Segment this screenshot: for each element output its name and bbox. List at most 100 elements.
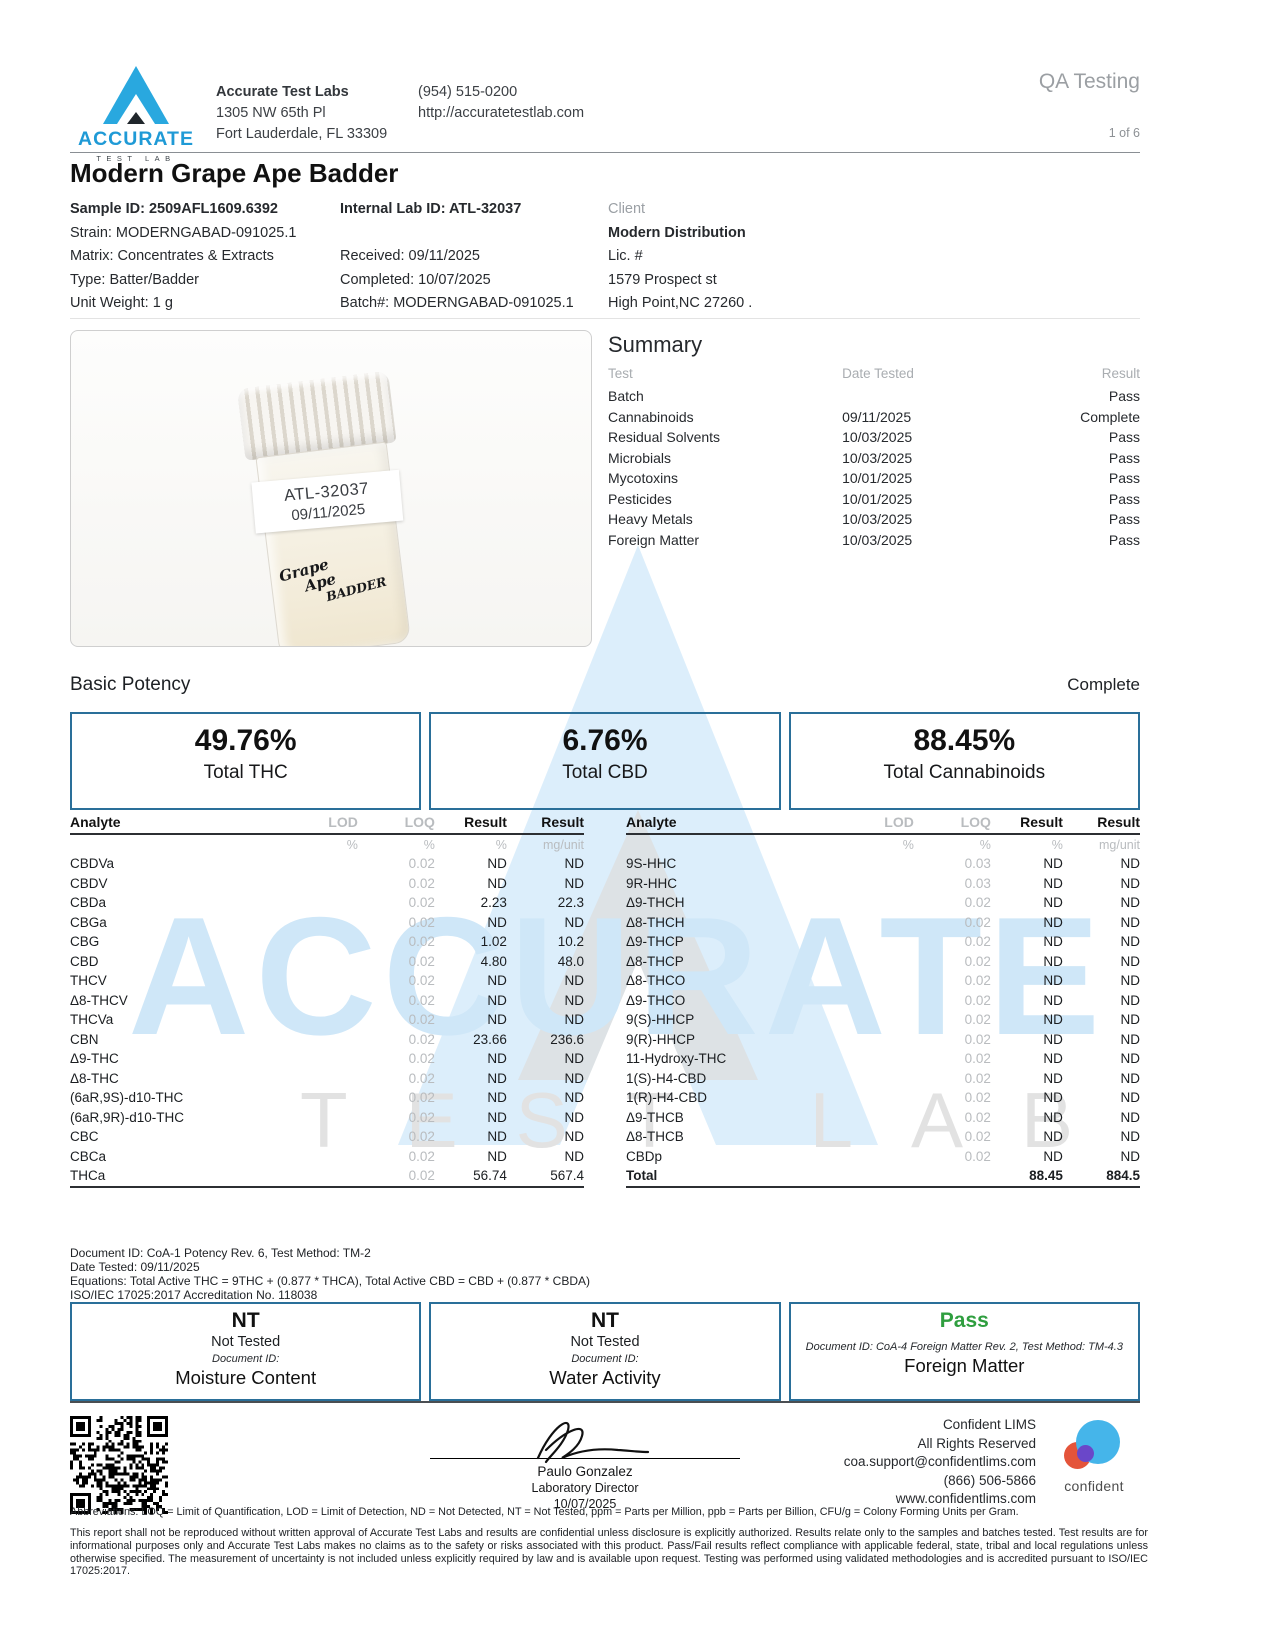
client-address1: 1579 Prospect st: [608, 271, 717, 288]
analyte-cell: ND: [487, 875, 507, 891]
analyte-cell: 0.02: [964, 1148, 991, 1164]
summary-row: Residual Solvents 10/03/2025 Pass: [608, 427, 1140, 448]
analyte-cell: ND: [1043, 992, 1063, 1008]
summary-row: Microbials 10/03/2025 Pass: [608, 448, 1140, 469]
summary-row: Heavy Metals 10/03/2025 Pass: [608, 509, 1140, 530]
col-result-mg: Result: [1062, 814, 1140, 835]
foreign-matter-value: Pass: [939, 1309, 989, 1332]
analyte-cell: CBDa: [70, 895, 107, 910]
analyte-cell: ND: [1120, 973, 1141, 988]
analyte-cell: 1(S)-H4-CBD: [626, 1070, 707, 1086]
analyte-row: 9S-HHC 0.03 ND ND: [626, 854, 1140, 874]
summary-test: Pesticides: [608, 490, 672, 507]
analyte-cell: [270, 913, 357, 933]
analyte-cell: 88.45: [990, 1166, 1063, 1188]
analyte-cell: 0.02: [408, 934, 435, 949]
analyte-cell: [270, 1049, 357, 1069]
analyte-cell: CBDV: [70, 875, 108, 891]
analyte-cell: [826, 1147, 913, 1167]
analyte-row: CBDp 0.02 ND ND: [626, 1147, 1140, 1167]
summary-date: 09/11/2025: [842, 408, 912, 425]
analyte-cell: 0.02: [964, 1109, 991, 1125]
analyte-cell: CBGa: [70, 914, 107, 930]
analyte-row: Δ9-THCB 0.02 ND ND: [626, 1108, 1140, 1128]
analyte-row: CBDV 0.02 ND ND: [70, 874, 584, 894]
sample-received: Received: 09/11/2025: [340, 248, 481, 264]
analyte-cell: 0.02: [964, 1051, 991, 1066]
analyte-cell: 23.66: [473, 1031, 507, 1047]
analyte-cell: Δ9-THCB: [626, 1109, 684, 1125]
analyte-cell: ND: [1120, 1148, 1141, 1164]
lims-email-link[interactable]: coa.support@confidentlims.com: [843, 1454, 1036, 1469]
analyte-cell: [270, 971, 357, 991]
client-info-col: Client Modern Distribution Lic. # 1579 P…: [608, 198, 1140, 316]
summary-test: Heavy Metals: [608, 511, 693, 527]
col-result-pct: Result: [434, 814, 507, 835]
analyte-cell: ND: [564, 914, 585, 930]
summary-title: Summary: [608, 332, 703, 357]
total-cbd-label: Total CBD: [562, 762, 648, 783]
internal-lab-id: Internal Lab ID: ATL-32037: [340, 201, 522, 217]
analyte-cell: [270, 893, 357, 913]
summary-result: Pass: [1108, 470, 1140, 486]
analyte-cell: CBDp: [626, 1148, 663, 1164]
analyte-table-left: Analyte LOD LOQ Result Result % % % mg/u…: [70, 814, 584, 1188]
analyte-cell: ND: [487, 992, 507, 1008]
analyte-cell: ND: [487, 1129, 507, 1144]
confident-logo-icon: [1048, 1420, 1140, 1474]
info-divider: [70, 318, 1140, 319]
water-activity-value: NT: [590, 1309, 619, 1332]
analyte-row: (6aR,9S)-d10-THC 0.02 ND ND: [70, 1088, 584, 1108]
potency-section-status: Complete: [1067, 675, 1140, 694]
analyte-cell: ND: [1043, 953, 1063, 969]
analyte-cell: [826, 1030, 913, 1050]
col-analyte: Analyte: [626, 814, 827, 835]
client-name: Modern Distribution: [608, 224, 746, 241]
analyte-cell: ND: [487, 1090, 507, 1105]
confident-logo-word: confident: [1064, 1478, 1124, 1494]
analyte-cell: ND: [564, 973, 585, 988]
analyte-cell: ND: [487, 1012, 507, 1027]
analyte-cell: ND: [1120, 1090, 1141, 1105]
analyte-cell: ND: [1043, 1070, 1063, 1086]
analyte-cell: 0.02: [408, 1090, 435, 1105]
analyte-cell: 0.03: [964, 875, 991, 891]
signature-icon: [536, 1421, 650, 1464]
analyte-cell: [270, 952, 357, 972]
qa-block: QA Testing 1 of 6: [1039, 70, 1140, 140]
analyte-cell: 0.02: [408, 875, 435, 891]
lims-website-link[interactable]: www.confidentlims.com: [895, 1491, 1036, 1506]
total-thc-value: 49.76%: [194, 724, 297, 757]
analyte-cell: 0.02: [964, 992, 991, 1008]
analyte-cell: Δ9-THC: [70, 1051, 119, 1066]
analyte-cell: ND: [1120, 875, 1141, 891]
analyte-row: 9R-HHC 0.03 ND ND: [626, 874, 1140, 894]
analyte-cell: ND: [1120, 1129, 1141, 1144]
analyte-cell: ND: [1043, 1129, 1063, 1144]
lab-website-link[interactable]: http://accuratetestlab.com: [418, 105, 585, 121]
analyte-cell: 0.02: [408, 992, 435, 1008]
col-analyte: Analyte: [70, 814, 271, 835]
potency-cards: 49.76% Total THC 6.76% Total CBD 88.45% …: [70, 712, 1140, 810]
analyte-cell: [270, 1108, 357, 1128]
analyte-cell: [826, 1127, 913, 1147]
analyte-cell: ND: [564, 992, 585, 1008]
report-header: ACCURATE TEST LAB Accurate Test Labs 130…: [70, 64, 1140, 163]
analyte-cell: 884.5: [1062, 1166, 1140, 1188]
summary-test: Microbials: [608, 449, 672, 466]
lab-address-line1: 1305 NW 65th Pl: [216, 105, 326, 121]
analyte-cell: ND: [564, 856, 585, 871]
summary-result: Pass: [1108, 511, 1140, 527]
analyte-cell: CBN: [70, 1031, 99, 1047]
analyte-cell: Δ9-THCH: [626, 895, 685, 910]
analyte-row: Δ8-THCB 0.02 ND ND: [626, 1127, 1140, 1147]
analyte-row: Δ9-THCO 0.02 ND ND: [626, 991, 1140, 1011]
analyte-cell: Δ8-THCV: [70, 992, 128, 1008]
analyte-cell: [826, 1088, 913, 1108]
analyte-cell: ND: [1120, 1012, 1141, 1027]
analyte-cell: Δ9-THCO: [626, 992, 686, 1008]
analyte-row: Δ9-THCP 0.02 ND ND: [626, 932, 1140, 952]
lab-contact-block: (954) 515-0200 http://accuratetestlab.co…: [418, 82, 584, 124]
analyte-cell: ND: [487, 1070, 507, 1086]
analyte-cell: 0.02: [964, 1012, 991, 1027]
